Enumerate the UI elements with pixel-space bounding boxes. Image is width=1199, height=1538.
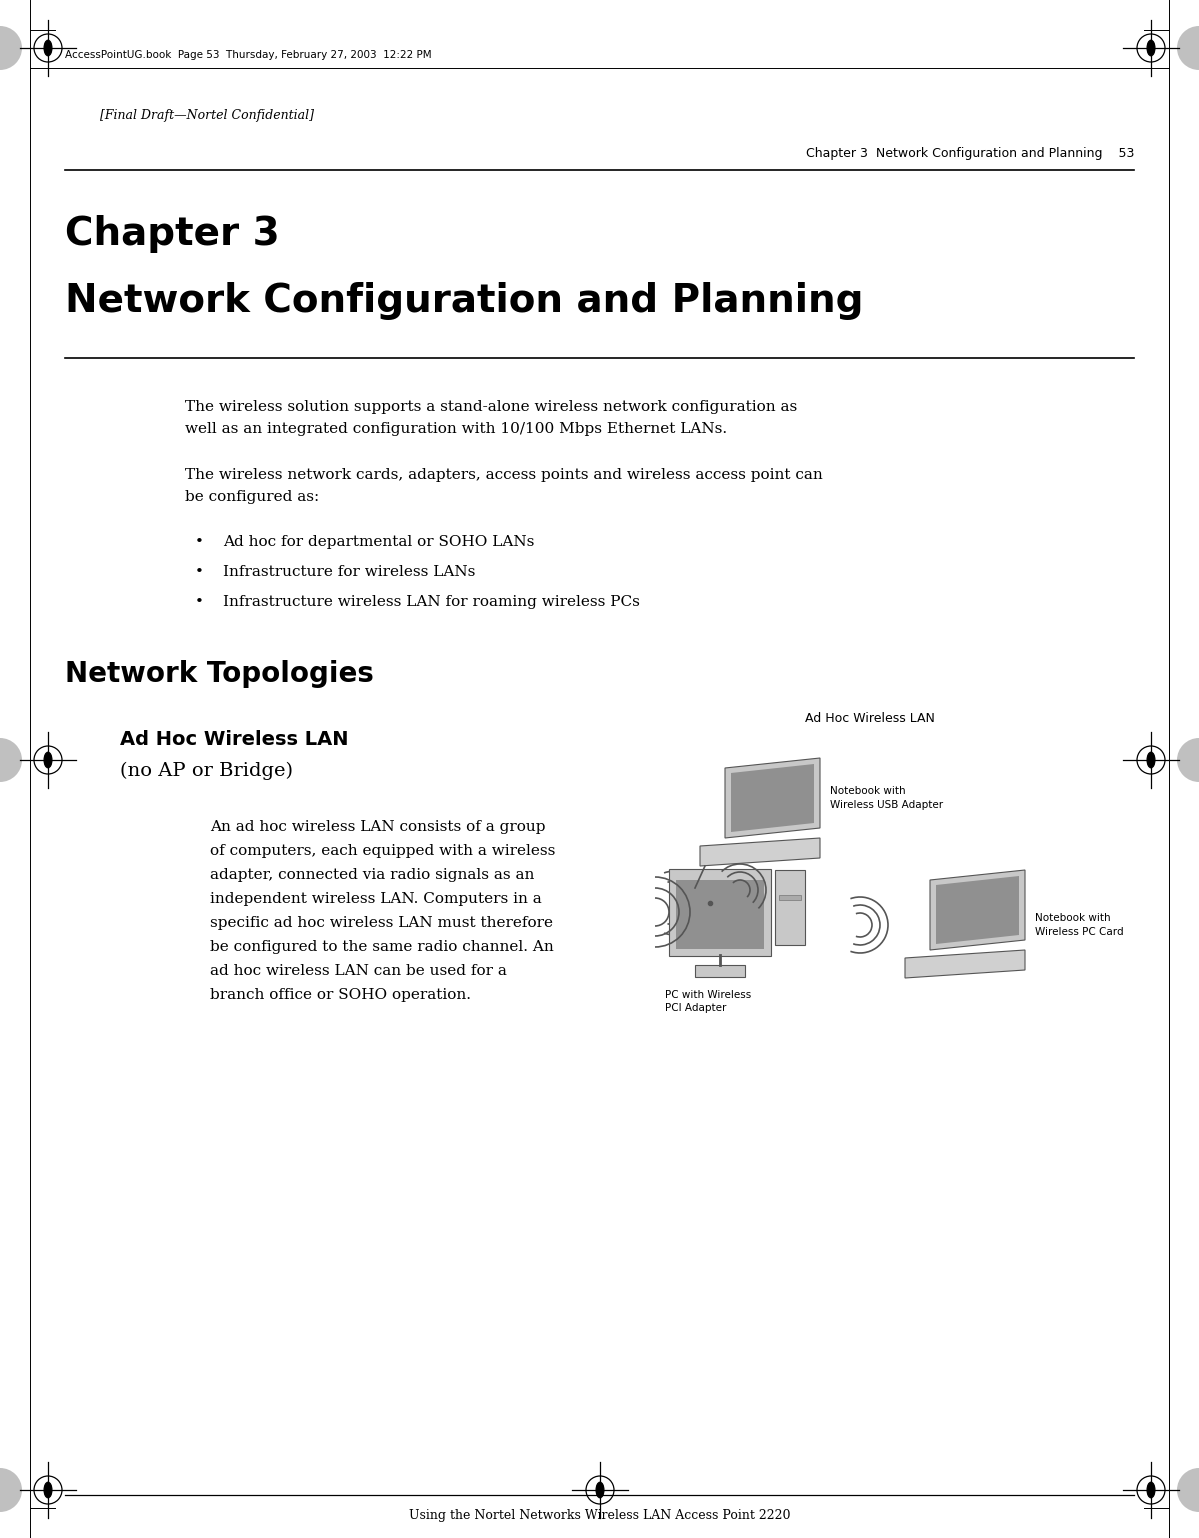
Text: branch office or SOHO operation.: branch office or SOHO operation.: [210, 987, 471, 1001]
Ellipse shape: [44, 752, 52, 767]
Text: Infrastructure wireless LAN for roaming wireless PCs: Infrastructure wireless LAN for roaming …: [223, 595, 640, 609]
Wedge shape: [0, 26, 22, 71]
Text: be configured as:: be configured as:: [185, 491, 319, 504]
Wedge shape: [1177, 738, 1199, 781]
Ellipse shape: [1147, 752, 1155, 767]
Text: adapter, connected via radio signals as an: adapter, connected via radio signals as …: [210, 867, 535, 881]
Ellipse shape: [1147, 1483, 1155, 1498]
Text: Ad Hoc Wireless LAN: Ad Hoc Wireless LAN: [120, 731, 349, 749]
Circle shape: [687, 887, 699, 900]
Text: be configured to the same radio channel. An: be configured to the same radio channel.…: [210, 940, 554, 954]
Text: An ad hoc wireless LAN consists of a group: An ad hoc wireless LAN consists of a gro…: [210, 820, 546, 834]
Text: ad hoc wireless LAN can be used for a: ad hoc wireless LAN can be used for a: [210, 964, 507, 978]
Text: •: •: [195, 535, 204, 549]
Polygon shape: [700, 838, 820, 866]
Text: Network Topologies: Network Topologies: [65, 660, 374, 687]
Ellipse shape: [44, 1483, 52, 1498]
Polygon shape: [905, 950, 1025, 978]
Polygon shape: [725, 758, 820, 838]
Text: Infrastructure for wireless LANs: Infrastructure for wireless LANs: [223, 564, 475, 578]
Text: The wireless network cards, adapters, access points and wireless access point ca: The wireless network cards, adapters, ac…: [185, 468, 823, 481]
Text: Network Configuration and Planning: Network Configuration and Planning: [65, 281, 863, 320]
Text: •: •: [195, 595, 204, 609]
Ellipse shape: [44, 40, 52, 55]
Ellipse shape: [1147, 40, 1155, 55]
Wedge shape: [0, 738, 22, 781]
Text: specific ad hoc wireless LAN must therefore: specific ad hoc wireless LAN must theref…: [210, 917, 553, 930]
Wedge shape: [1177, 1467, 1199, 1512]
FancyBboxPatch shape: [676, 880, 764, 949]
Text: independent wireless LAN. Computers in a: independent wireless LAN. Computers in a: [210, 892, 542, 906]
FancyBboxPatch shape: [779, 895, 801, 900]
Polygon shape: [936, 877, 1019, 944]
Text: Notebook with
Wireless USB Adapter: Notebook with Wireless USB Adapter: [830, 786, 944, 809]
Text: Using the Nortel Networks Wireless LAN Access Point 2220: Using the Nortel Networks Wireless LAN A…: [409, 1509, 790, 1521]
FancyBboxPatch shape: [775, 871, 805, 944]
Wedge shape: [0, 1467, 22, 1512]
Text: AccessPointUG.book  Page 53  Thursday, February 27, 2003  12:22 PM: AccessPointUG.book Page 53 Thursday, Feb…: [65, 51, 432, 60]
Text: Notebook with
Wireless PC Card: Notebook with Wireless PC Card: [1035, 914, 1123, 937]
Text: of computers, each equipped with a wireless: of computers, each equipped with a wirel…: [210, 844, 555, 858]
Polygon shape: [731, 764, 814, 832]
FancyBboxPatch shape: [695, 964, 745, 977]
Text: well as an integrated configuration with 10/100 Mbps Ethernet LANs.: well as an integrated configuration with…: [185, 421, 727, 435]
Text: Chapter 3: Chapter 3: [65, 215, 279, 252]
Text: The wireless solution supports a stand-alone wireless network configuration as: The wireless solution supports a stand-a…: [185, 400, 797, 414]
Polygon shape: [930, 871, 1025, 950]
Text: [Final Draft—Nortel Confidential]: [Final Draft—Nortel Confidential]: [100, 109, 314, 122]
Text: Chapter 3  Network Configuration and Planning    53: Chapter 3 Network Configuration and Plan…: [806, 146, 1134, 160]
Text: Ad Hoc Wireless LAN: Ad Hoc Wireless LAN: [805, 712, 935, 724]
Text: (no AP or Bridge): (no AP or Bridge): [120, 761, 293, 780]
Ellipse shape: [596, 1483, 604, 1498]
Text: •: •: [195, 564, 204, 578]
Text: Ad hoc for departmental or SOHO LANs: Ad hoc for departmental or SOHO LANs: [223, 535, 535, 549]
Text: PC with Wireless
PCI Adapter: PC with Wireless PCI Adapter: [665, 990, 752, 1014]
Wedge shape: [1177, 26, 1199, 71]
FancyBboxPatch shape: [669, 869, 771, 957]
